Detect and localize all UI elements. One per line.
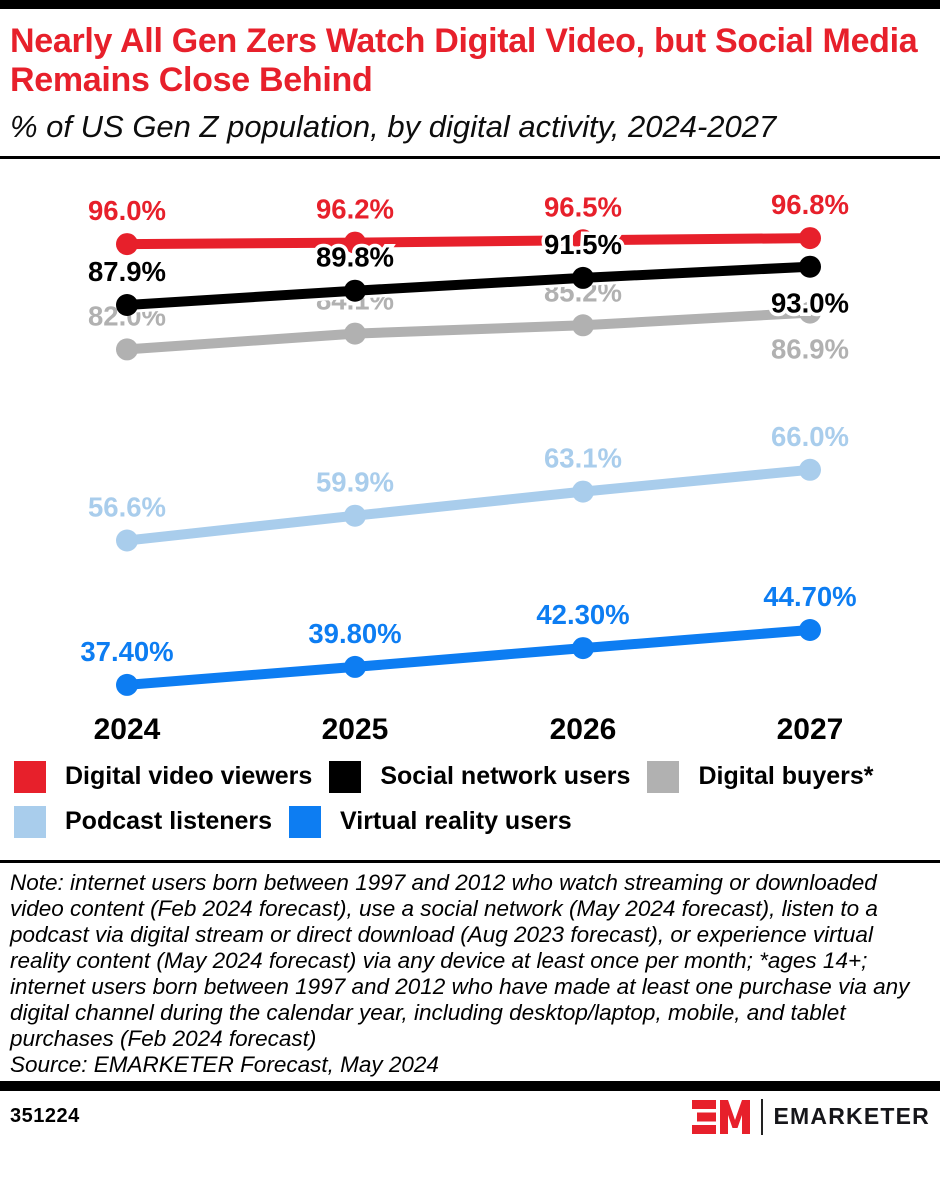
x-axis-label: 2025: [322, 713, 389, 744]
data-point: [572, 636, 594, 659]
legend-label: Digital video viewers: [65, 762, 313, 791]
data-label: 86.9%: [771, 333, 849, 364]
data-label: 42.30%: [536, 599, 629, 630]
legend-item-virtual-reality-users: Virtual reality users: [289, 805, 572, 838]
data-label: 96.2%: [316, 193, 394, 224]
data-point: [344, 504, 366, 527]
data-label: 44.70%: [763, 581, 856, 612]
data-point: [116, 337, 138, 360]
data-point: [344, 231, 366, 254]
brand-name: EMARKETER: [773, 1103, 930, 1130]
series-line-digital-buyers: [116, 301, 821, 360]
data-label: 66.0%: [771, 420, 849, 451]
legend-item-podcast-listeners: Podcast listeners: [14, 805, 273, 838]
emarketer-logo-icon: [691, 1099, 750, 1134]
chart-source: Source: EMARKETER Forecast, May 2024: [10, 1051, 439, 1077]
legend-label: Podcast listeners: [65, 807, 273, 836]
chart-subtitle: % of US Gen Z population, by digital act…: [10, 109, 777, 145]
data-label: 96.5%: [544, 191, 622, 222]
legend-label: Virtual reality users: [340, 807, 572, 836]
data-label: 91.5%: [544, 228, 622, 259]
series-labels-podcast-listeners: 56.6% 59.9% 63.1% 66.0%: [85, 417, 853, 526]
data-label: 89.8%: [316, 241, 394, 272]
legend-swatch: [14, 805, 46, 838]
data-label: 39.80%: [308, 617, 401, 648]
data-point: [116, 232, 138, 255]
data-label: 87.9%: [88, 256, 166, 287]
data-label: 96.8%: [771, 189, 849, 220]
data-point: [572, 266, 594, 289]
data-point: [116, 673, 138, 696]
line-chart: 82.0%84.1%85.2%86.9%87.9%89.8%91.5%93.0%…: [77, 185, 860, 744]
data-label: 37.40%: [80, 635, 173, 666]
legend-swatch: [329, 760, 362, 793]
chart-legend: Digital video viewers Social network user…: [0, 760, 940, 838]
page-title: Nearly All Gen Zers Watch Digital Video,…: [10, 22, 918, 100]
legend-row: Digital video viewers Social network user…: [14, 760, 926, 793]
series-labels-digital-video-viewers: 96.0% 96.2% 96.5% 96.8%: [85, 185, 853, 229]
note-section: Note: internet users born between 1997 a…: [0, 859, 940, 1078]
chart-header: Nearly All Gen Zers Watch Digital Video,…: [0, 9, 940, 159]
data-point: [799, 255, 821, 278]
series-line-digital-video-viewers: [116, 226, 821, 255]
legend-row: Podcast listeners Virtual reality users: [14, 805, 926, 838]
series-line-social-network-users: [116, 255, 821, 316]
top-accent-bar: [0, 0, 940, 9]
emarketer-logo: EMARKETER: [691, 1098, 930, 1135]
legend-swatch: [289, 805, 322, 838]
data-point: [344, 279, 366, 302]
data-label: 56.6%: [88, 491, 166, 522]
data-point: [799, 458, 821, 481]
data-label: 59.9%: [316, 466, 394, 497]
data-point: [116, 529, 138, 552]
footer: 351224 EMARKETER: [0, 1091, 940, 1143]
data-point: [116, 293, 138, 316]
series-line-virtual-reality-users: [116, 618, 821, 696]
data-point: [799, 226, 821, 249]
legend-swatch: [14, 760, 46, 793]
x-axis-label: 2026: [550, 713, 617, 744]
legend-item-social-network-users: Social network users: [329, 760, 631, 793]
legend-label: Social network users: [380, 762, 631, 791]
data-point: [572, 480, 594, 503]
data-point: [572, 313, 594, 336]
data-point: [344, 655, 366, 678]
chart-id: 351224: [10, 1105, 80, 1128]
x-axis-labels: 2024 2025 2026 2027: [94, 713, 844, 744]
x-axis-label: 2027: [777, 713, 844, 744]
legend-swatch: [647, 760, 680, 793]
series-labels-social-network-users: 87.9% 89.8% 91.5% 93.0%: [85, 225, 853, 322]
logo-divider: [760, 1098, 763, 1135]
x-axis-label: 2024: [94, 713, 161, 744]
data-label: 96.0%: [88, 195, 166, 226]
legend-label: Digital buyers*: [698, 762, 874, 791]
footer-accent-bar: [0, 1080, 940, 1091]
data-label: 93.0%: [771, 287, 849, 318]
legend-item-digital-video-viewers: Digital video viewers: [14, 760, 313, 793]
legend-item-digital-buyers: Digital buyers*: [647, 760, 874, 793]
data-point: [799, 618, 821, 641]
chart-note: Note: internet users born between 1997 a…: [10, 869, 910, 1051]
data-point: [572, 228, 594, 251]
data-point: [344, 322, 366, 345]
series-line-podcast-listeners: [116, 458, 821, 552]
series-labels-virtual-reality-users: 37.40% 39.80% 42.30% 44.70%: [77, 577, 860, 670]
data-point: [799, 301, 821, 324]
data-label: 63.1%: [544, 442, 622, 473]
